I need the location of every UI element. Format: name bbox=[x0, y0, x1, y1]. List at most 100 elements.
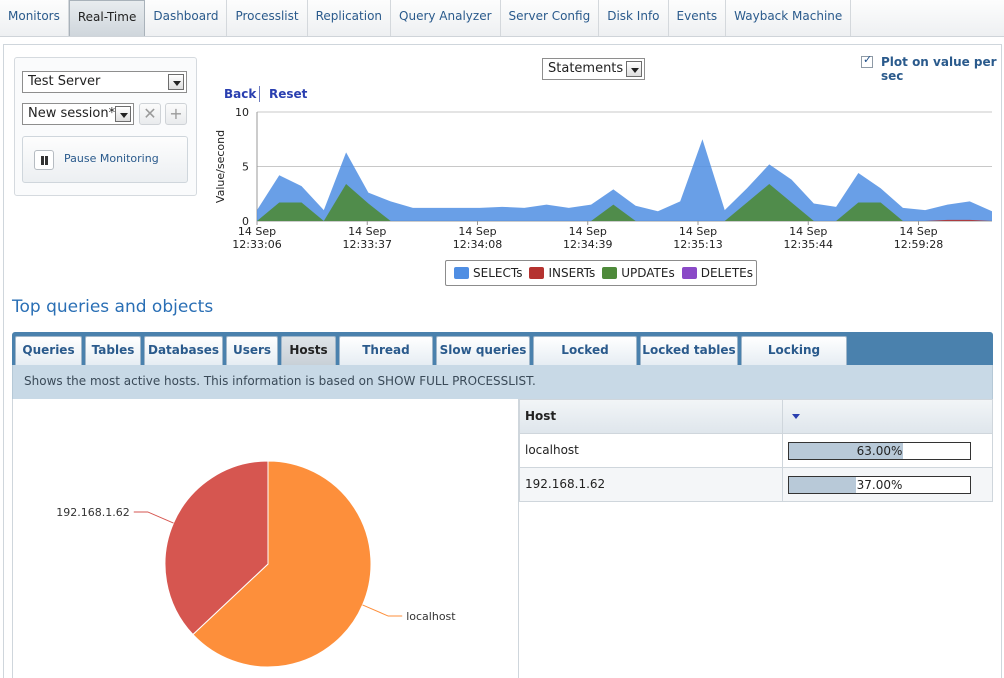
content-frame bbox=[3, 44, 1002, 678]
x-tick-time: 12:59:28 bbox=[894, 238, 943, 251]
x-tick-date: 14 Sep bbox=[238, 225, 276, 238]
legend-item[interactable]: SELECTs bbox=[454, 266, 522, 280]
chevron-down-icon bbox=[168, 74, 184, 90]
back-link[interactable]: Back bbox=[224, 87, 257, 101]
percent-bar: 63.00% bbox=[788, 442, 971, 460]
legend-label-deletes: DELETEs bbox=[700, 266, 753, 280]
chart-legend: SELECTs INSERTs UPDATEs DELETEs bbox=[445, 260, 757, 286]
tab-locked-tables[interactable]: Locked tables bbox=[640, 336, 738, 365]
hosts-pie-panel: localhost 192.168.1.62 bbox=[12, 399, 519, 678]
percent-cell: 37.00% bbox=[783, 468, 992, 501]
legend-label-inserts: INSERTs bbox=[548, 266, 596, 280]
y-tick-label: 10 bbox=[235, 106, 249, 119]
legend-swatch-deletes bbox=[681, 267, 697, 279]
tab-databases[interactable]: Databases bbox=[144, 336, 223, 365]
pie-leader-line bbox=[362, 604, 403, 617]
table-row[interactable]: localhost 63.00% bbox=[519, 434, 993, 468]
legend-swatch-selects bbox=[454, 267, 469, 279]
x-tick-date: 14 Sep bbox=[458, 225, 496, 238]
pie-slice-192-168-1-62 bbox=[164, 460, 269, 636]
hosts-pie-chart: localhost 192.168.1.62 bbox=[56, 460, 456, 668]
plus-icon: + bbox=[169, 104, 183, 123]
tab-hosts[interactable]: Hosts bbox=[281, 336, 336, 365]
hosts-table: Host localhost 63.00% 192.168.1.62 37.00… bbox=[519, 399, 993, 502]
nav-processlist[interactable]: Processlist bbox=[227, 0, 308, 36]
server-select-value: Test Server bbox=[28, 74, 101, 89]
column-header-percent[interactable] bbox=[783, 400, 992, 433]
tab-tables[interactable]: Tables bbox=[85, 336, 141, 365]
percent-label: 37.00% bbox=[856, 478, 903, 492]
statements-select[interactable]: Statements bbox=[542, 58, 645, 80]
table-row[interactable]: 192.168.1.62 37.00% bbox=[519, 468, 993, 502]
sort-desc-icon bbox=[792, 414, 800, 419]
tab-queries[interactable]: Queries bbox=[15, 336, 82, 365]
reset-link[interactable]: Reset bbox=[269, 87, 308, 101]
x-tick-date: 14 Sep bbox=[789, 225, 827, 238]
x-tick-date: 14 Sep bbox=[569, 225, 607, 238]
top-nav: Monitors Real-Time Dashboard Processlist… bbox=[0, 0, 1004, 37]
percent-label: 63.00% bbox=[856, 444, 903, 458]
legend-swatch-updates bbox=[602, 267, 618, 279]
pie-label: localhost bbox=[406, 610, 456, 623]
legend-label-selects: SELECTs bbox=[473, 266, 523, 280]
nav-real-time[interactable]: Real-Time bbox=[68, 0, 146, 36]
x-tick-time: 12:33:06 bbox=[232, 238, 281, 251]
x-tick-time: 12:34:39 bbox=[563, 238, 612, 251]
nav-events[interactable]: Events bbox=[669, 0, 727, 36]
legend-swatch-inserts bbox=[529, 267, 545, 279]
x-tick-time: 12:35:13 bbox=[673, 238, 722, 251]
plot-per-sec-checkbox[interactable] bbox=[861, 53, 873, 68]
series-area-updates bbox=[257, 183, 992, 221]
plot-per-sec-label: Plot on value per sec bbox=[881, 55, 997, 83]
pause-icon bbox=[34, 150, 54, 170]
tab-locked-queries[interactable]: Locked queries bbox=[533, 336, 637, 384]
tab-description: Shows the most active hosts. This inform… bbox=[12, 365, 993, 399]
tab-thread-states[interactable]: Thread states bbox=[339, 336, 433, 384]
x-tick-time: 12:33:37 bbox=[343, 238, 392, 251]
percent-cell: 63.00% bbox=[783, 434, 992, 467]
delete-session-button[interactable]: ✕ bbox=[139, 103, 161, 125]
x-tick-date: 14 Sep bbox=[679, 225, 717, 238]
tab-users[interactable]: Users bbox=[226, 336, 278, 365]
x-tick-date: 14 Sep bbox=[348, 225, 386, 238]
y-axis-label: Value/second bbox=[214, 130, 227, 203]
nav-replication[interactable]: Replication bbox=[308, 0, 392, 36]
monitor-control-panel: Test Server New session* ✕ + Pause Monit… bbox=[14, 57, 197, 196]
y-tick-label: 5 bbox=[242, 161, 249, 174]
nav-dashboard[interactable]: Dashboard bbox=[145, 0, 228, 36]
x-tick-time: 12:34:08 bbox=[453, 238, 502, 251]
series-area-selects bbox=[257, 139, 992, 221]
add-session-button[interactable]: + bbox=[165, 103, 187, 125]
server-select[interactable]: Test Server bbox=[22, 71, 187, 93]
column-header-host[interactable]: Host bbox=[520, 400, 783, 433]
nav-monitors[interactable]: Monitors bbox=[0, 0, 69, 36]
chevron-down-icon bbox=[115, 106, 131, 122]
link-divider bbox=[259, 86, 260, 102]
close-icon: ✕ bbox=[143, 104, 157, 123]
x-tick-date: 14 Sep bbox=[899, 225, 937, 238]
pause-monitoring-button[interactable]: Pause Monitoring bbox=[22, 136, 188, 183]
x-tick-time: 12:35:44 bbox=[784, 238, 833, 251]
legend-item[interactable]: UPDATEs bbox=[602, 266, 675, 280]
tab-slow-queries[interactable]: Slow queries bbox=[436, 336, 530, 365]
nav-disk-info[interactable]: Disk Info bbox=[599, 0, 669, 36]
tab-locking-queries[interactable]: Locking queries bbox=[741, 336, 847, 384]
y-tick-label: 0 bbox=[242, 215, 249, 228]
session-select[interactable]: New session* bbox=[22, 103, 134, 125]
host-cell: localhost bbox=[520, 434, 783, 467]
legend-item[interactable]: INSERTs bbox=[529, 266, 595, 280]
percent-bar-fill bbox=[789, 443, 904, 459]
tab-bar: Queries Tables Databases Users Hosts Thr… bbox=[12, 332, 993, 384]
table-header: Host bbox=[519, 399, 993, 434]
legend-item[interactable]: DELETEs bbox=[681, 266, 753, 280]
nav-server-config[interactable]: Server Config bbox=[501, 0, 600, 36]
nav-wayback-machine[interactable]: Wayback Machine bbox=[726, 0, 852, 36]
legend-label-updates: UPDATEs bbox=[621, 266, 675, 280]
pie-slice-localhost bbox=[192, 460, 372, 668]
percent-bar-fill bbox=[789, 477, 856, 493]
statements-select-value: Statements bbox=[548, 61, 624, 76]
nav-query-analyzer[interactable]: Query Analyzer bbox=[391, 0, 501, 36]
percent-bar: 37.00% bbox=[788, 476, 971, 494]
host-cell: 192.168.1.62 bbox=[520, 468, 783, 501]
